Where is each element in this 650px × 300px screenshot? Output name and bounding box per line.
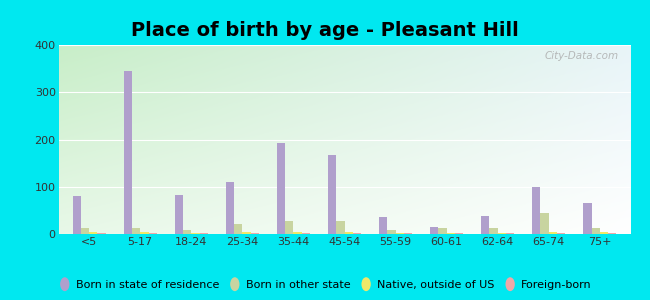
Bar — [489, 228, 498, 234]
Bar — [124, 71, 132, 234]
Bar — [498, 232, 506, 234]
Bar — [132, 228, 140, 234]
Bar — [583, 203, 592, 234]
Bar — [396, 232, 404, 234]
Bar — [455, 233, 463, 234]
Bar — [506, 233, 514, 234]
Text: Place of birth by age - Pleasant Hill: Place of birth by age - Pleasant Hill — [131, 21, 519, 40]
Bar — [557, 232, 566, 234]
Bar — [251, 232, 259, 234]
Bar — [81, 228, 89, 234]
Bar — [242, 232, 251, 234]
Bar — [541, 213, 549, 234]
Bar — [430, 227, 438, 234]
Bar — [336, 221, 344, 234]
Bar — [277, 143, 285, 234]
Bar — [328, 154, 336, 234]
Bar — [285, 221, 293, 234]
Bar — [89, 232, 98, 234]
Bar — [183, 230, 191, 234]
Bar — [447, 232, 455, 234]
Bar — [73, 196, 81, 234]
Bar — [226, 182, 234, 234]
Bar — [293, 232, 302, 234]
Bar — [175, 195, 183, 234]
Bar — [302, 232, 310, 234]
Bar — [98, 232, 106, 234]
Bar — [234, 224, 242, 234]
Bar — [481, 216, 489, 234]
Text: City-Data.com: City-Data.com — [545, 51, 619, 61]
Bar — [532, 187, 541, 234]
Bar — [379, 218, 387, 234]
Bar — [404, 233, 412, 234]
Bar — [148, 232, 157, 234]
Bar — [608, 232, 616, 234]
Bar — [140, 232, 148, 234]
Bar — [353, 232, 361, 234]
Bar — [387, 230, 396, 234]
Bar — [549, 232, 557, 234]
Bar — [344, 232, 353, 234]
Legend: Born in state of residence, Born in other state, Native, outside of US, Foreign-: Born in state of residence, Born in othe… — [54, 275, 596, 294]
Bar — [200, 233, 208, 234]
Bar — [191, 232, 200, 234]
Bar — [592, 228, 600, 234]
Bar — [438, 228, 447, 234]
Bar — [600, 232, 608, 234]
